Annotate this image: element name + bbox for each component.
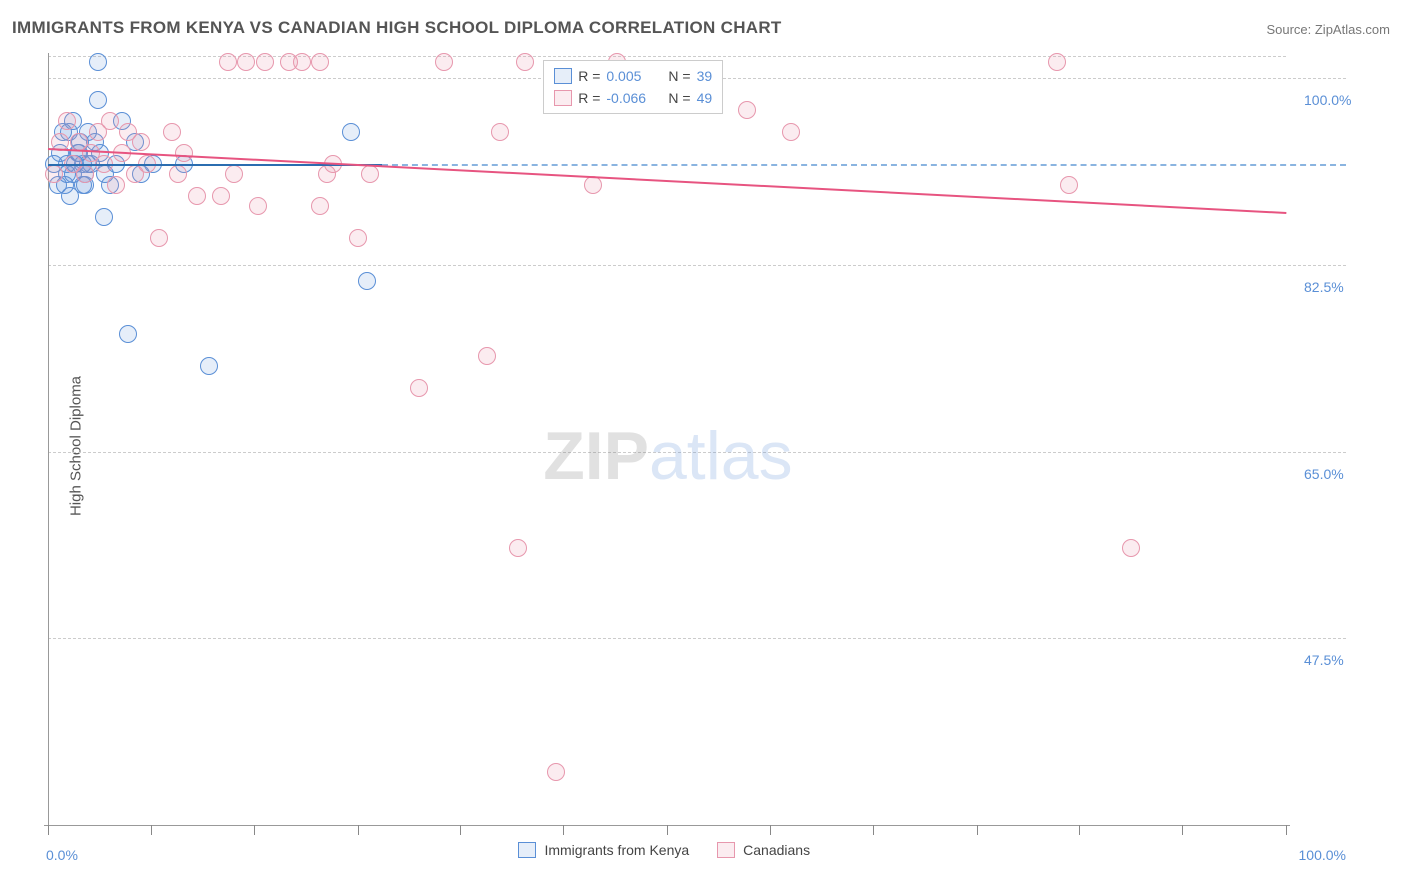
source-name: ZipAtlas.com <box>1315 22 1390 37</box>
x-tick-mark <box>48 825 49 835</box>
scatter-point <box>212 187 230 205</box>
scatter-point <box>188 187 206 205</box>
y-gridline <box>48 265 1346 266</box>
y-gridline <box>48 452 1346 453</box>
x-tick-mark <box>1182 825 1183 835</box>
legend-swatch <box>554 68 572 84</box>
scatter-point <box>311 53 329 71</box>
scatter-point <box>101 112 119 130</box>
scatter-point <box>547 763 565 781</box>
plot-area: 100.0%82.5%65.0%47.5%0.0%100.0% <box>48 56 1286 825</box>
legend-N-value: 39 <box>697 68 713 84</box>
chart-title: IMMIGRANTS FROM KENYA VS CANADIAN HIGH S… <box>12 18 782 38</box>
scatter-point <box>782 123 800 141</box>
scatter-point <box>163 123 181 141</box>
scatter-point <box>361 165 379 183</box>
legend-N-label: N = <box>668 68 690 84</box>
x-tick-mark <box>977 825 978 835</box>
scatter-point <box>435 53 453 71</box>
scatter-point <box>491 123 509 141</box>
scatter-point <box>219 53 237 71</box>
x-tick-mark <box>254 825 255 835</box>
scatter-point <box>89 53 107 71</box>
scatter-point <box>150 229 168 247</box>
legend-swatch <box>518 842 536 858</box>
legend-R-label: R = <box>578 68 600 84</box>
x-tick-mark <box>770 825 771 835</box>
y-tick-label: 47.5% <box>1304 652 1344 668</box>
stats-legend-row: R = 0.005 N = 39 <box>554 65 712 87</box>
y-tick-label: 82.5% <box>1304 279 1344 295</box>
legend-R-value: 0.005 <box>606 68 662 84</box>
source-label: Source: <box>1266 22 1314 37</box>
x-tick-mark <box>358 825 359 835</box>
x-tick-mark <box>1079 825 1080 835</box>
y-gridline <box>48 638 1346 639</box>
x-tick-mark <box>563 825 564 835</box>
scatter-point <box>132 133 150 151</box>
scatter-point <box>169 165 187 183</box>
scatter-point <box>1122 539 1140 557</box>
scatter-point <box>107 176 125 194</box>
scatter-point <box>1060 176 1078 194</box>
scatter-point <box>516 53 534 71</box>
x-tick-mark <box>460 825 461 835</box>
scatter-point <box>342 123 360 141</box>
legend-N-value: 49 <box>697 90 713 106</box>
scatter-point <box>358 272 376 290</box>
scatter-point <box>225 165 243 183</box>
scatter-point <box>509 539 527 557</box>
series-legend-label: Canadians <box>743 842 810 858</box>
series-legend-label: Immigrants from Kenya <box>544 842 689 858</box>
scatter-point <box>119 325 137 343</box>
series-legend-item: Immigrants from Kenya <box>518 842 689 858</box>
scatter-point <box>478 347 496 365</box>
legend-swatch <box>554 90 572 106</box>
reference-dashed-line <box>382 164 1346 166</box>
stats-legend-row: R = -0.066 N = 49 <box>554 87 712 109</box>
source-attribution: Source: ZipAtlas.com <box>1266 22 1390 37</box>
stats-legend: R = 0.005 N = 39 R = -0.066 N = 49 <box>543 60 723 114</box>
scatter-point <box>249 197 267 215</box>
scatter-point <box>200 357 218 375</box>
legend-N-label: N = <box>668 90 690 106</box>
scatter-point <box>58 112 76 130</box>
scatter-point <box>89 91 107 109</box>
series-legend-item: Canadians <box>717 842 810 858</box>
legend-R-label: R = <box>578 90 600 106</box>
scatter-point <box>349 229 367 247</box>
scatter-point <box>95 208 113 226</box>
x-tick-mark <box>151 825 152 835</box>
y-tick-label: 65.0% <box>1304 466 1344 482</box>
scatter-point <box>293 53 311 71</box>
scatter-point <box>1048 53 1066 71</box>
legend-swatch <box>717 842 735 858</box>
legend-R-value: -0.066 <box>606 90 662 106</box>
scatter-point <box>311 197 329 215</box>
scatter-point <box>237 53 255 71</box>
scatter-point <box>256 53 274 71</box>
y-tick-label: 100.0% <box>1304 92 1351 108</box>
x-tick-label-right: 100.0% <box>1299 847 1346 863</box>
scatter-point <box>410 379 428 397</box>
series-legend: Immigrants from Kenya Canadians <box>518 842 810 858</box>
x-tick-label-left: 0.0% <box>46 847 78 863</box>
x-tick-mark <box>667 825 668 835</box>
scatter-point <box>584 176 602 194</box>
x-tick-mark <box>873 825 874 835</box>
scatter-point <box>738 101 756 119</box>
x-tick-mark <box>1286 825 1287 835</box>
